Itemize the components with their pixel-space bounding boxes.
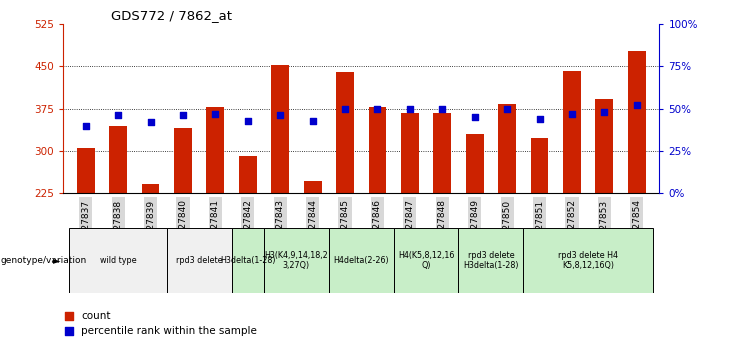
- Bar: [433, 112, 451, 193]
- FancyBboxPatch shape: [459, 228, 523, 293]
- FancyBboxPatch shape: [70, 228, 167, 293]
- Bar: [207, 107, 225, 193]
- Bar: [271, 65, 289, 193]
- Point: [566, 111, 578, 117]
- Text: GDS772 / 7862_at: GDS772 / 7862_at: [110, 9, 232, 22]
- Point: [501, 106, 513, 111]
- Point: [80, 123, 92, 128]
- Text: rpd3 delete H4
K5,8,12,16Q): rpd3 delete H4 K5,8,12,16Q): [558, 251, 618, 270]
- FancyBboxPatch shape: [231, 228, 264, 293]
- Text: wild type: wild type: [100, 256, 136, 265]
- Point: [410, 255, 422, 261]
- Bar: [304, 181, 322, 193]
- Point: [307, 118, 319, 123]
- Text: count: count: [81, 311, 110, 321]
- Text: rpd3 delete
H3delta(1-28): rpd3 delete H3delta(1-28): [463, 251, 519, 270]
- Bar: [628, 51, 645, 193]
- Point: [112, 113, 124, 118]
- Bar: [563, 71, 581, 193]
- Point: [177, 113, 189, 118]
- Text: H3(K4,9,14,18,2
3,27Q): H3(K4,9,14,18,2 3,27Q): [265, 251, 328, 270]
- Text: H4(K5,8,12,16
Q): H4(K5,8,12,16 Q): [398, 251, 454, 270]
- Point: [339, 106, 351, 111]
- Bar: [596, 99, 614, 193]
- Bar: [77, 148, 95, 193]
- FancyBboxPatch shape: [393, 228, 459, 293]
- Point: [210, 111, 222, 117]
- Text: H3delta(1-28): H3delta(1-28): [220, 256, 276, 265]
- Bar: [239, 156, 256, 193]
- Text: H4delta(2-26): H4delta(2-26): [333, 256, 389, 265]
- Bar: [531, 138, 548, 193]
- Point: [631, 102, 642, 108]
- FancyBboxPatch shape: [264, 228, 329, 293]
- Bar: [498, 104, 516, 193]
- Point: [404, 106, 416, 111]
- Bar: [109, 126, 127, 193]
- Text: rpd3 delete: rpd3 delete: [176, 256, 222, 265]
- Bar: [336, 72, 354, 193]
- Bar: [174, 128, 192, 193]
- Point: [274, 113, 286, 118]
- Text: percentile rank within the sample: percentile rank within the sample: [81, 326, 256, 336]
- FancyBboxPatch shape: [329, 228, 393, 293]
- Point: [469, 114, 481, 120]
- Point: [144, 119, 156, 125]
- FancyBboxPatch shape: [523, 228, 653, 293]
- Bar: [142, 184, 159, 193]
- Point: [534, 116, 545, 121]
- Point: [599, 109, 611, 115]
- Bar: [466, 134, 484, 193]
- Bar: [401, 112, 419, 193]
- Point: [371, 106, 383, 111]
- Bar: [368, 107, 386, 193]
- Point: [242, 118, 253, 123]
- Point: [410, 114, 422, 120]
- Point: [436, 106, 448, 111]
- Text: ►: ►: [53, 256, 61, 265]
- FancyBboxPatch shape: [167, 228, 231, 293]
- Text: genotype/variation: genotype/variation: [1, 256, 87, 265]
